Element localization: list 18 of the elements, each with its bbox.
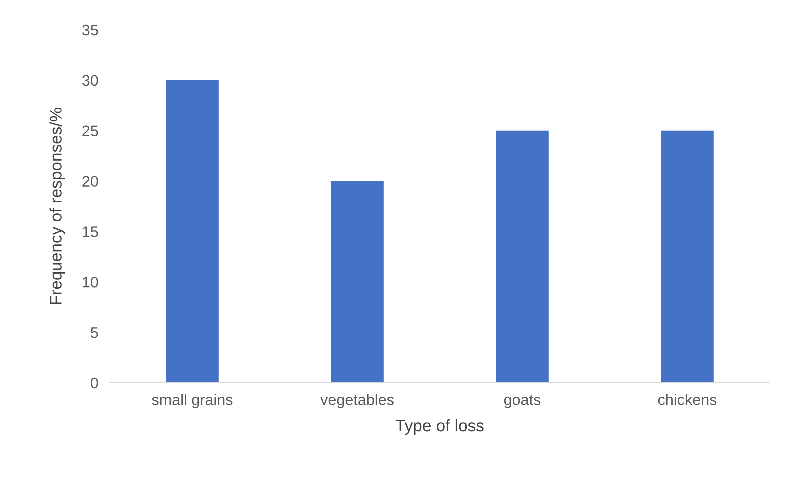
y-tick-label: 30	[82, 75, 98, 86]
y-tick-label: 35	[82, 24, 98, 36]
bar	[166, 80, 219, 383]
x-tick-label: vegetables	[320, 394, 394, 408]
y-tick-label: 15	[83, 226, 98, 238]
y-tick-label: 25	[82, 126, 98, 137]
bar	[661, 130, 714, 383]
x-tick-label: chickens	[658, 394, 717, 406]
x-tick-label: goats	[504, 395, 541, 408]
bar	[331, 181, 384, 383]
y-tick-label: 0	[90, 378, 98, 389]
y-tick-label: 20	[82, 176, 98, 187]
y-tick-label: 10	[83, 277, 98, 288]
y-axis-title: Frequency of responses/%	[50, 108, 66, 304]
x-axis-title: Type of loss	[396, 419, 484, 435]
bar	[496, 130, 549, 383]
y-tick-label: 5	[91, 328, 98, 338]
x-tick-label: small grains	[152, 394, 233, 408]
